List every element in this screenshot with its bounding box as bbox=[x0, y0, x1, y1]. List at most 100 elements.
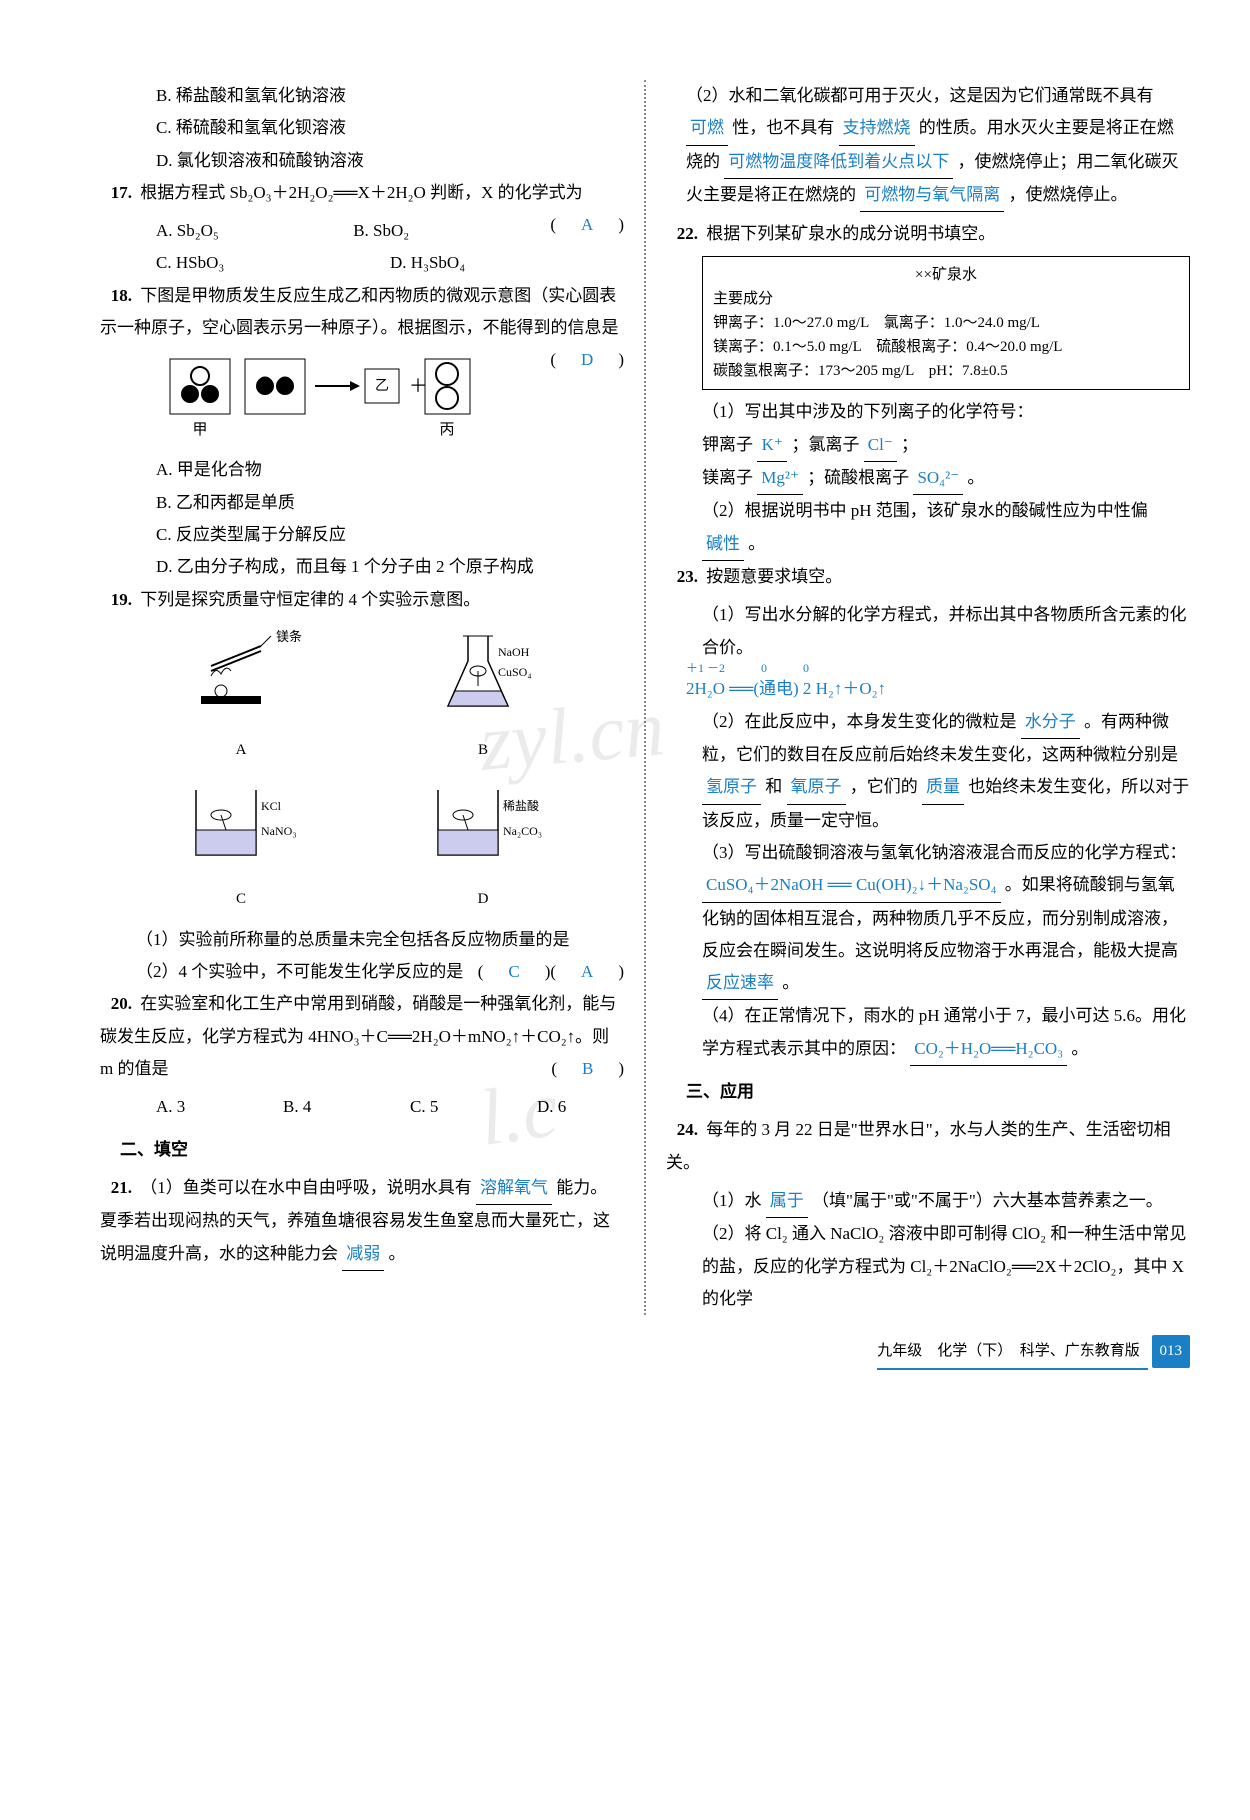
cl-label: ；氯离子 bbox=[792, 435, 860, 454]
q23-p4: （4）在正常情况下，雨水的 pH 通常小于 7，最小可达 5.6。用化学方程式表… bbox=[666, 1000, 1190, 1066]
q21-p1a: （1）鱼类可以在水中自由呼吸，说明水具有 bbox=[140, 1178, 472, 1197]
page-number: 013 bbox=[1152, 1335, 1191, 1368]
mg-blank: Mg²⁺ bbox=[757, 462, 803, 495]
apparatus-a-label: A bbox=[140, 736, 342, 765]
box-l3: 碳酸氢根离子：173～205 mg/L pH：7.8±0.5 bbox=[713, 359, 1179, 383]
svg-text:Na₂CO₃: Na₂CO₃ bbox=[503, 824, 542, 838]
q22: 22. 根据下列某矿泉水的成分说明书填空。 bbox=[666, 218, 1190, 250]
q19-p2-answer: C bbox=[500, 962, 527, 981]
svg-text:镁条: 镁条 bbox=[276, 629, 302, 644]
footer-text: 九年级 化学（下） 科学、广东教育版 bbox=[877, 1337, 1148, 1370]
q19-p2-text: （2）4 个实验中，不可能发生化学反应的是 bbox=[136, 962, 463, 981]
q21: 21. （1）鱼类可以在水中自由呼吸，说明水具有 溶解氧气 能力。夏季若出现闷热… bbox=[100, 1172, 624, 1271]
q24b1: 属于 bbox=[766, 1185, 808, 1218]
q17-opts-row2: C. HSbO₃ D. H₃SbO₄ bbox=[100, 247, 624, 279]
q20-opt-c: C. 5 bbox=[410, 1091, 497, 1123]
mineral-water-box: ××矿泉水 主要成分 钾离子：1.0～27.0 mg/L 氯离子：1.0～24.… bbox=[702, 256, 1190, 390]
q21-blank1: 溶解氧气 bbox=[476, 1172, 552, 1205]
q19: 19. 下列是探究质量守恒定律的 4 个实验示意图。 bbox=[100, 584, 624, 616]
q17-num: 17. bbox=[100, 177, 132, 209]
q23p2a: （2）在此反应中，本身发生变化的微粒是 bbox=[702, 712, 1017, 731]
q23p2d: ，它们的 bbox=[850, 777, 918, 796]
q24-p2: （2）将 Cl₂ 通入 NaClO₂ 溶液中即可制得 ClO₂ 和一种生活中常见… bbox=[666, 1218, 1190, 1315]
svg-text:乙: 乙 bbox=[375, 378, 389, 394]
q22-stem: 根据下列某矿泉水的成分说明书填空。 bbox=[706, 224, 995, 243]
q18-answer: D bbox=[573, 350, 601, 369]
q17-opt-d: D. H₃SbO₄ bbox=[390, 247, 624, 279]
q17-answer-paren: ( A ) bbox=[550, 209, 624, 241]
q22p2b: 。 bbox=[748, 534, 765, 553]
q18: 18. 下图是甲物质发生反应生成乙和丙物质的微观示意图（实心圆表示一种原子，空心… bbox=[100, 280, 624, 345]
q19-p1: （1）实验前所称量的总质量未完全包括各反应物质量的是 ( A ) bbox=[100, 924, 624, 956]
q24p1b: （填"属于"或"不属于"）六大基本营养素之一。 bbox=[812, 1191, 1163, 1210]
q23p3a: （3）写出硫酸铜溶液与氢氧化钠溶液混合而反应的化学方程式： bbox=[702, 843, 1187, 862]
q23-p3: （3）写出硫酸铜溶液与氢氧化钠溶液混合而反应的化学方程式： CuSO₄＋2NaO… bbox=[666, 837, 1190, 1000]
so4-blank: SO₄²⁻ bbox=[913, 462, 963, 495]
q23-p1: （1）写出水分解的化学方程式，并标出其中各物质所含元素的化合价。 bbox=[666, 599, 1190, 664]
svg-text:甲: 甲 bbox=[193, 422, 208, 438]
q22p2a: （2）根据说明书中 pH 范围，该矿泉水的酸碱性应为中性偏 bbox=[702, 501, 1148, 520]
q16-opt-d: D. 氯化钡溶液和硫酸钠溶液 bbox=[100, 145, 624, 177]
q17: 17. 根据方程式 Sb₂O₃＋2H₂O₂══X＋2H₂O 判断，X 的化学式为… bbox=[100, 177, 624, 209]
apparatus-a-icon: 镁条 bbox=[171, 626, 311, 726]
q23b2-4: 质量 bbox=[922, 771, 964, 804]
q24-num: 24. bbox=[666, 1114, 698, 1146]
svg-text:CuSO₄: CuSO₄ bbox=[498, 665, 532, 679]
apparatus-b: NaOH CuSO₄ B bbox=[382, 626, 584, 765]
q19-p1-answer: A bbox=[573, 962, 601, 981]
q22-p2: （2）根据说明书中 pH 范围，该矿泉水的酸碱性应为中性偏 碱性 。 bbox=[666, 495, 1190, 561]
apparatus-b-icon: NaOH CuSO₄ bbox=[413, 626, 553, 726]
q21p2-b3: 可燃物温度降低到着火点以下 bbox=[724, 146, 953, 179]
q18-num: 18. bbox=[100, 280, 132, 312]
q19-num: 19. bbox=[100, 584, 132, 616]
q23-eq1-marks: ＋1 －2 0 0 bbox=[666, 664, 1190, 674]
q19-apparatus-grid: 镁条 A NaOH CuSO₄ B bbox=[140, 626, 584, 914]
q17-opt-c: C. HSbO₃ bbox=[156, 247, 390, 279]
svg-text:KCl: KCl bbox=[261, 799, 282, 813]
q20-stem: 在实验室和化工生产中常用到硝酸，硝酸是一种强氧化剂，能与碳发生反应，化学方程式为… bbox=[100, 994, 616, 1078]
q20-answer: B bbox=[574, 1059, 601, 1078]
q20-answer-paren: ( B ) bbox=[551, 1053, 624, 1085]
dot1: 。 bbox=[967, 468, 984, 487]
q21p2-t5: ，使燃烧停止。 bbox=[1009, 185, 1128, 204]
q20-opt-a: A. 3 bbox=[156, 1091, 243, 1123]
q21-p2: （2）水和二氧化碳都可用于灭火，这是因为它们通常既不具有 可燃 性，也不具有 支… bbox=[666, 80, 1190, 212]
q22p2-blank: 碱性 bbox=[702, 528, 744, 561]
q23p3c: 。 bbox=[782, 973, 799, 992]
q21-num: 21. bbox=[100, 1172, 132, 1204]
q21p2-b1: 可燃 bbox=[686, 112, 728, 145]
box-title: ××矿泉水 bbox=[713, 263, 1179, 287]
q23-stem: 按题意要求填空。 bbox=[706, 567, 842, 586]
apparatus-b-label: B bbox=[382, 736, 584, 765]
q18-opt-b: B. 乙和丙都是单质 bbox=[100, 487, 624, 519]
q18-opt-a: A. 甲是化合物 bbox=[100, 454, 624, 486]
box-head: 主要成分 bbox=[713, 287, 1179, 311]
q20-num: 20. bbox=[100, 988, 132, 1020]
svg-text:稀盐酸: 稀盐酸 bbox=[503, 798, 539, 813]
q24: 24. 每年的 3 月 22 日是"世界水日"，水与人类的生产、生活密切相关。 bbox=[666, 1114, 1190, 1179]
k-label: 钾离子 bbox=[702, 435, 753, 454]
section-2-title: 二、填空 bbox=[120, 1134, 624, 1166]
q21p2-b2: 支持燃烧 bbox=[839, 112, 915, 145]
q19-p2: （2）4 个实验中，不可能发生化学反应的是 ( C ) bbox=[100, 956, 624, 988]
q18-opt-c: C. 反应类型属于分解反应 bbox=[100, 519, 624, 551]
q17-opts-row1: A. Sb₂O₅ B. SbO₂ bbox=[100, 215, 550, 247]
semi1: ； bbox=[901, 435, 918, 454]
column-divider bbox=[644, 80, 646, 1315]
q20-opt-d: D. 6 bbox=[537, 1091, 624, 1123]
q23p4b: 。 bbox=[1071, 1039, 1088, 1058]
apparatus-a: 镁条 A bbox=[140, 626, 342, 765]
q18-stem: 下图是甲物质发生反应生成乙和丙物质的微观示意图（实心圆表示一种原子，空心圆表示另… bbox=[100, 286, 619, 337]
apparatus-c: KCl NaNO₃ C bbox=[140, 775, 342, 914]
q20-opt-b: B. 4 bbox=[283, 1091, 370, 1123]
k-blank: K⁺ bbox=[757, 429, 787, 462]
q22-ions-row1: 钾离子 K⁺ ；氯离子 Cl⁻ ； bbox=[666, 429, 1190, 462]
q19-p2-paren: ( C ) bbox=[478, 956, 551, 988]
q17-opt-b: B. SbO₂ bbox=[353, 215, 550, 247]
q23: 23. 按题意要求填空。 bbox=[666, 561, 1190, 593]
svg-text:丙: 丙 bbox=[440, 422, 455, 438]
q24-p1: （1）水 属于 （填"属于"或"不属于"）六大基本营养素之一。 bbox=[666, 1185, 1190, 1218]
svg-text:＋: ＋ bbox=[409, 376, 427, 396]
q23b3-1: CuSO₄＋2NaOH ══ Cu(OH)₂↓＋Na₂SO₄ bbox=[702, 869, 1001, 902]
q19-stem: 下列是探究质量守恒定律的 4 个实验示意图。 bbox=[140, 590, 480, 609]
